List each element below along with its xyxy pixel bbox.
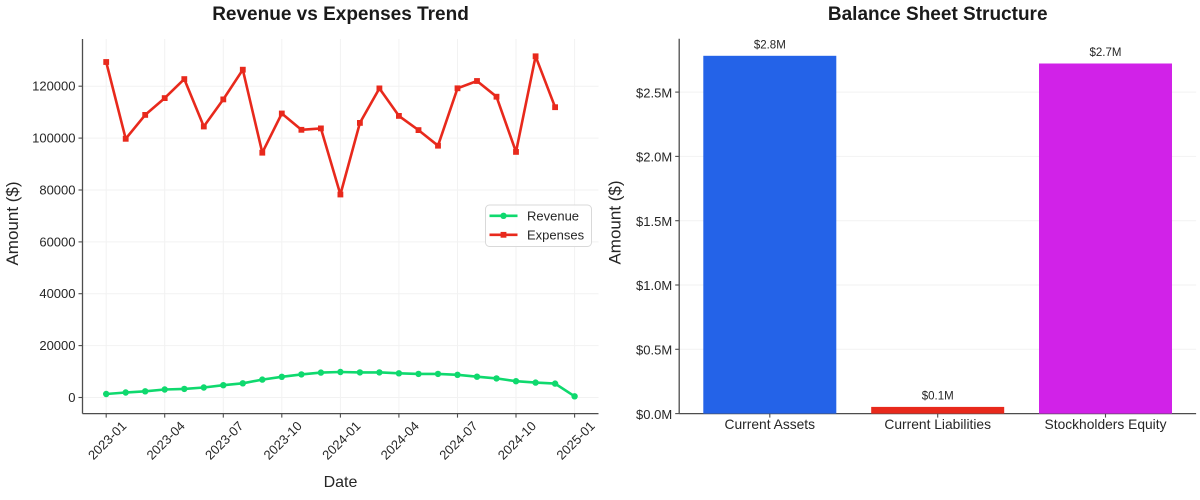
svg-text:Date: Date [324,474,358,491]
svg-text:$0.0M: $0.0M [636,407,672,422]
svg-text:20000: 20000 [39,338,75,353]
svg-text:60000: 60000 [39,234,75,249]
svg-text:Revenue vs Expenses Trend: Revenue vs Expenses Trend [212,4,469,25]
svg-text:$2.8M: $2.8M [754,39,786,51]
svg-text:Current Liabilities: Current Liabilities [884,417,991,432]
svg-text:Balance Sheet Structure: Balance Sheet Structure [828,4,1048,25]
svg-text:$2.0M: $2.0M [636,150,672,165]
svg-text:80000: 80000 [39,183,75,198]
svg-text:Expenses: Expenses [527,227,585,242]
svg-text:$0.1M: $0.1M [922,390,954,402]
svg-text:$0.5M: $0.5M [636,343,672,358]
svg-text:Stockholders Equity: Stockholders Equity [1045,417,1167,432]
svg-text:0: 0 [68,390,75,405]
svg-text:$1.0M: $1.0M [636,278,672,293]
svg-text:$2.5M: $2.5M [636,85,672,100]
svg-text:Revenue: Revenue [527,208,579,223]
svg-text:100000: 100000 [32,131,75,146]
svg-text:Amount ($): Amount ($) [606,180,625,264]
svg-text:$1.5M: $1.5M [636,214,672,229]
svg-text:$2.7M: $2.7M [1090,47,1122,59]
svg-text:40000: 40000 [39,286,75,301]
svg-text:Amount ($): Amount ($) [3,181,22,265]
svg-text:120000: 120000 [32,79,75,94]
svg-text:Current Assets: Current Assets [725,417,816,432]
